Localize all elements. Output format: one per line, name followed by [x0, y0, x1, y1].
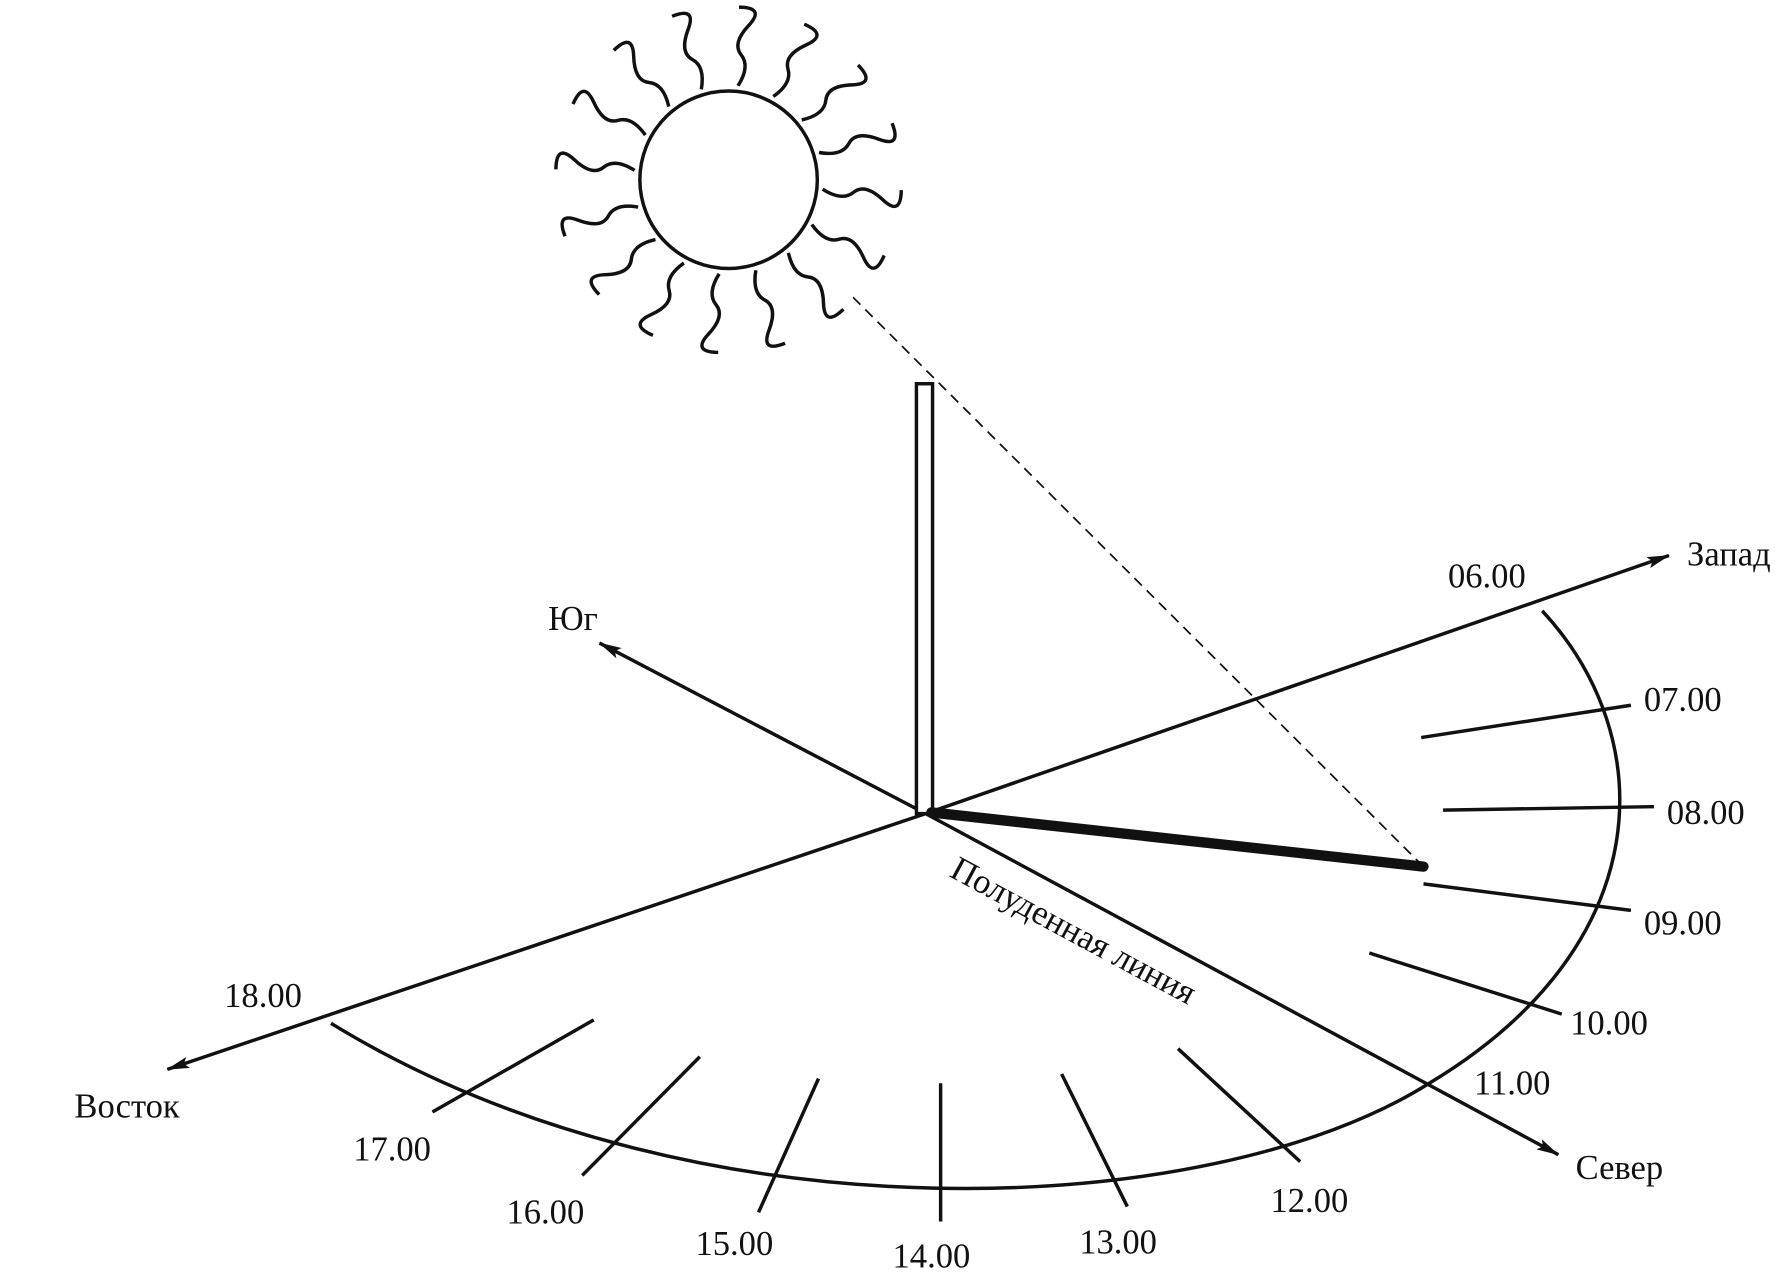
hour-label: 11.00: [1474, 1065, 1550, 1103]
sun-ray: [810, 223, 886, 270]
south-axis: [598, 641, 927, 816]
hour-arc: [330, 609, 1622, 1191]
hour-label: 09.00: [1644, 904, 1722, 942]
sun-disc: [638, 89, 820, 271]
direction-label: Север: [1576, 1149, 1664, 1187]
sun-ray: [801, 63, 868, 122]
sun: [554, 5, 904, 355]
shadow: [926, 807, 1429, 872]
east-axis: [166, 811, 927, 1072]
sun-ray: [560, 204, 639, 237]
hour-label: 15.00: [695, 1225, 773, 1263]
hour-label: 18.00: [224, 977, 302, 1015]
sun-ray-line: [852, 296, 1425, 868]
sun-ray: [821, 187, 904, 209]
west-axis: [925, 553, 1671, 816]
sun-ray: [589, 237, 656, 296]
sun-ray: [818, 122, 897, 156]
hour-label: 07.00: [1644, 681, 1722, 719]
hour-tick: [1420, 703, 1632, 740]
hour-label: 08.00: [1667, 794, 1745, 832]
hour-tick: [1060, 1073, 1129, 1208]
sun-ray: [772, 22, 819, 98]
hour-tick: [756, 1077, 821, 1214]
direction-label: Запад: [1687, 536, 1771, 574]
hour-label: 14.00: [893, 1237, 971, 1275]
sun-ray: [638, 261, 685, 337]
hour-label: 12.00: [1271, 1182, 1349, 1220]
sun-ray: [612, 40, 671, 108]
sun-ray: [671, 11, 704, 90]
sun-ray: [571, 89, 647, 137]
sun-ray: [786, 252, 845, 319]
hour-tick: [431, 1018, 595, 1114]
hour-label: 06.00: [1448, 558, 1526, 596]
hour-tick: [1423, 882, 1632, 913]
sun-ray: [736, 5, 757, 87]
hour-label: 16.00: [506, 1194, 584, 1232]
sun-ray: [700, 272, 722, 355]
sun-ray: [554, 151, 636, 173]
sun-ray: [753, 269, 786, 348]
gnomon: [914, 382, 935, 816]
hour-tick: [1368, 951, 1563, 1016]
direction-label: Юг: [548, 600, 598, 638]
noon-line-label: Полуденная линия: [944, 849, 1202, 1012]
hour-label: 10.00: [1570, 1005, 1648, 1043]
hour-label: 17.00: [353, 1130, 431, 1168]
hour-label: 13.00: [1079, 1224, 1157, 1262]
hour-tick: [581, 1055, 702, 1177]
direction-label: Восток: [74, 1088, 179, 1126]
north-axis: [924, 812, 1560, 1157]
hour-tick: [1176, 1047, 1302, 1163]
hour-tick: [1443, 804, 1654, 812]
